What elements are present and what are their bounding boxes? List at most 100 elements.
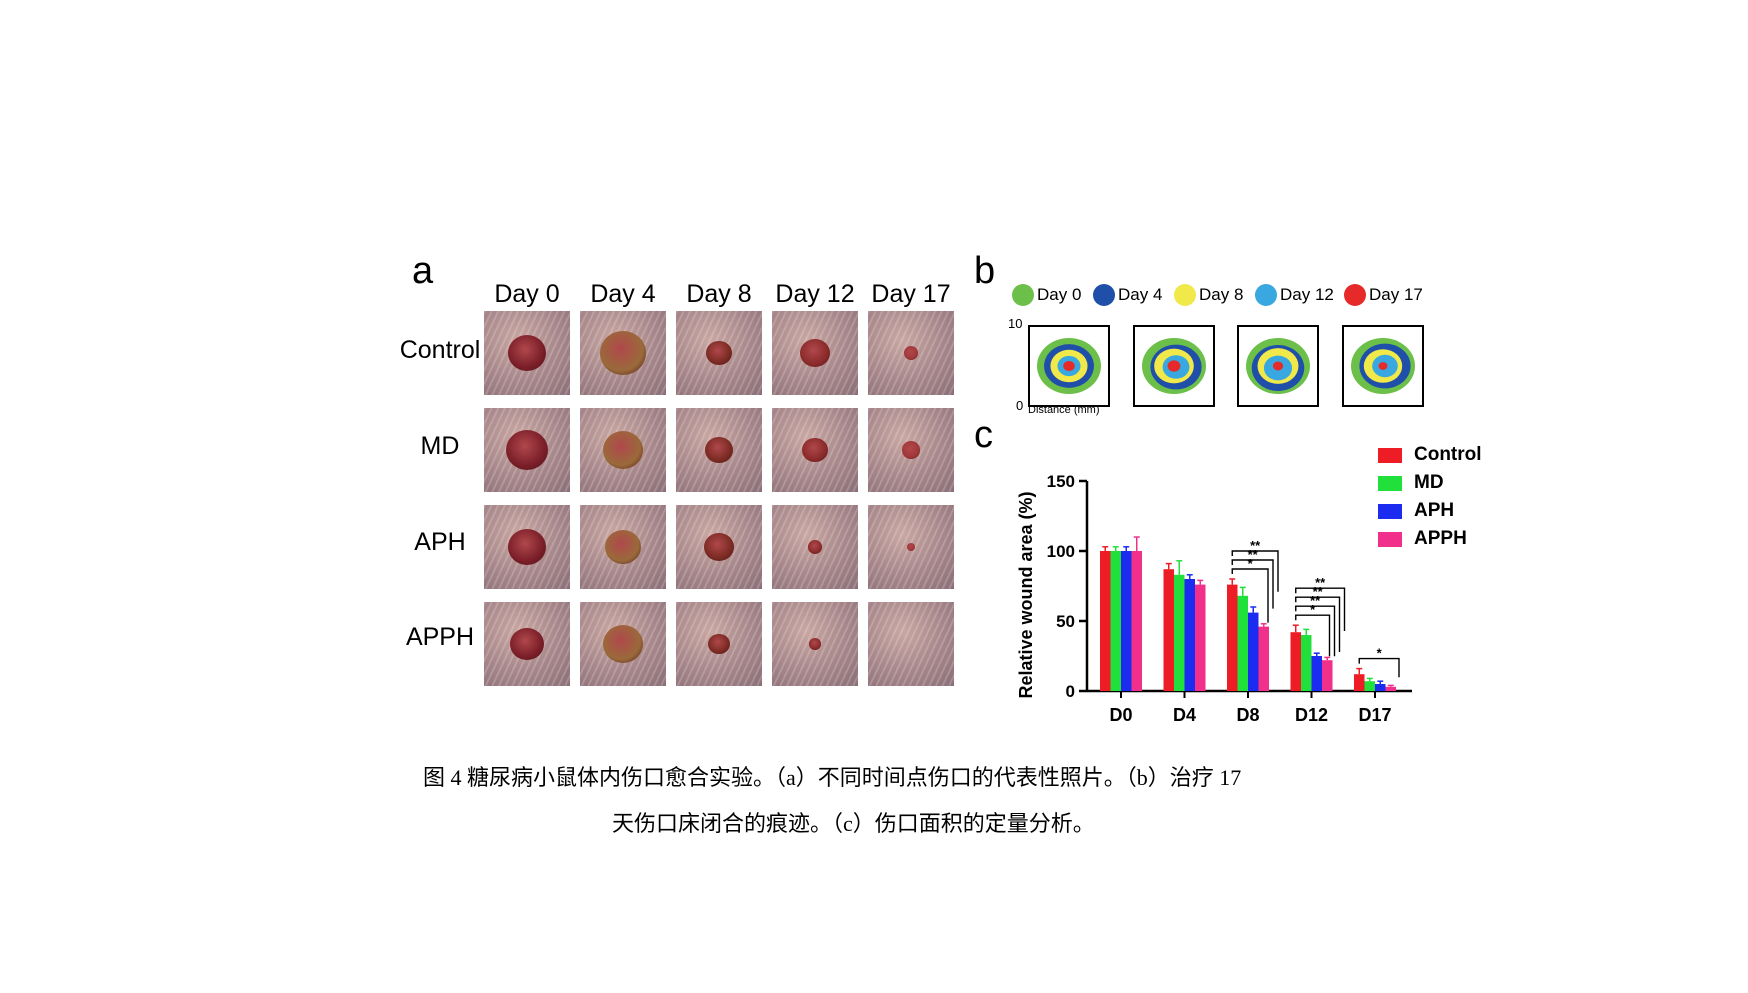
- legend-day12: Day 12: [1255, 284, 1334, 306]
- legend-label-md: MD: [1414, 472, 1444, 493]
- legend-apph: APPH: [1378, 528, 1467, 550]
- row-label-apph: APPH: [405, 623, 475, 651]
- bar-control-d17: [1354, 674, 1365, 691]
- wound-photo-aph-day0: [484, 505, 570, 589]
- wound-photo-control-day0: [484, 311, 570, 395]
- wound-photo-apph-day12: [772, 602, 858, 686]
- significance-bracket: [1231, 559, 1274, 609]
- bar-aph-d0: [1121, 551, 1132, 691]
- wound-photo-control-day8: [676, 311, 762, 395]
- wound-spot: [508, 528, 546, 566]
- legend-day8: Day 8: [1174, 284, 1243, 306]
- wound-photo-aph-day4: [580, 505, 666, 589]
- contour-day17: [1167, 360, 1181, 372]
- y-tick-label: 0: [1066, 682, 1075, 701]
- wound-photo-md-day17: [868, 408, 954, 492]
- legend-swatch-apph: [1378, 531, 1402, 547]
- legend-label-day8: Day 8: [1199, 285, 1244, 304]
- significance-mark: *: [1248, 556, 1254, 571]
- column-header-day4: Day 4: [590, 280, 656, 308]
- bar-md-d4: [1174, 574, 1185, 691]
- significance-mark: **: [1313, 584, 1324, 599]
- legend-day17: Day 17: [1344, 284, 1423, 306]
- bar-md-d17: [1364, 681, 1375, 691]
- wound-spot: [800, 338, 830, 368]
- bar-aph-d12: [1311, 656, 1322, 691]
- contour-day17: [1063, 360, 1075, 372]
- x-tick-label: D12: [1295, 705, 1328, 725]
- y-tick-label: 50: [1056, 612, 1075, 631]
- wound-spot: [508, 334, 546, 372]
- wound-photo-control-day17: [868, 311, 954, 395]
- bar-md-d12: [1301, 635, 1312, 691]
- legend-dot-day8: [1174, 284, 1196, 306]
- significance-bracket: [1358, 657, 1400, 678]
- wound-spot: [809, 638, 821, 650]
- wound-photo-aph-day12: [772, 505, 858, 589]
- wound-photo-control-day12: [772, 311, 858, 395]
- wound-photo-apph-day4: [580, 602, 666, 686]
- significance-mark: **: [1315, 575, 1326, 590]
- bar-apph-d0: [1131, 551, 1142, 691]
- y-axis-label: Relative wound area (%): [1016, 491, 1036, 698]
- wound-spot: [705, 436, 733, 464]
- legend-swatch-control: [1378, 447, 1402, 463]
- legend-aph: APH: [1378, 500, 1454, 522]
- wound-photo-md-day8: [676, 408, 762, 492]
- legend-label-day17: Day 17: [1369, 285, 1423, 304]
- bar-aph-d4: [1184, 579, 1195, 691]
- significance-bracket: [1231, 550, 1279, 592]
- legend-md: MD: [1378, 472, 1444, 494]
- significance-bracket: [1295, 587, 1346, 631]
- axis-top-label: 10: [1008, 316, 1023, 331]
- wound-photo-apph-day0: [484, 602, 570, 686]
- legend-dot-day12: [1255, 284, 1277, 306]
- wound-spot: [708, 633, 730, 655]
- x-tick-label: D4: [1173, 705, 1196, 725]
- contour-trace-3: [1237, 325, 1319, 407]
- bar-control-d12: [1290, 632, 1301, 691]
- wound-photo-md-day0: [484, 408, 570, 492]
- wound-spot: [706, 340, 732, 366]
- legend-label-apph: APPH: [1414, 528, 1467, 549]
- wound-photo-apph-day8: [676, 602, 762, 686]
- significance-mark: *: [1310, 602, 1316, 617]
- x-tick-label: D17: [1358, 705, 1391, 725]
- bar-md-d0: [1110, 551, 1121, 691]
- wound-spot: [603, 431, 643, 469]
- bar-aph-d8: [1248, 612, 1259, 691]
- legend-label-aph: APH: [1414, 500, 1455, 521]
- significance-mark: **: [1310, 593, 1321, 608]
- wound-photo-apph-day17: [868, 602, 954, 686]
- wound-spot: [902, 441, 920, 459]
- panel-a-letter: a: [412, 250, 434, 292]
- y-tick-label: 100: [1047, 542, 1075, 561]
- legend-dot-day4: [1093, 284, 1115, 306]
- bar-apph-d12: [1322, 660, 1333, 691]
- bar-control-d8: [1227, 584, 1238, 691]
- legend-label-control: Control: [1414, 444, 1482, 465]
- bar-aph-d17: [1375, 684, 1386, 691]
- column-header-day17: Day 17: [871, 280, 951, 308]
- legend-dot-day0: [1012, 284, 1034, 306]
- row-label-md: MD: [420, 432, 460, 460]
- x-tick-label: D8: [1236, 705, 1259, 725]
- x-tick-label: D0: [1109, 705, 1132, 725]
- figure-caption-line1: 图 4 糖尿病小鼠体内伤口愈合实验。（a）不同时间点伤口的代表性照片。（b）治疗…: [423, 765, 1242, 790]
- bar-md-d8: [1237, 595, 1248, 691]
- significance-bracket: [1295, 605, 1336, 657]
- wound-spot: [510, 627, 544, 661]
- wound-spot: [704, 532, 734, 562]
- legend-day4: Day 4: [1093, 284, 1162, 306]
- contour-trace-1: [1028, 325, 1110, 407]
- legend-control: Control: [1378, 444, 1482, 466]
- significance-mark: *: [1377, 646, 1383, 661]
- wound-photo-md-day12: [772, 408, 858, 492]
- column-header-day0: Day 0: [494, 280, 560, 308]
- legend-swatch-md: [1378, 475, 1402, 491]
- bar-control-d0: [1100, 551, 1111, 691]
- contour-trace-4: [1342, 325, 1424, 407]
- row-label-control: Control: [399, 336, 481, 364]
- row-label-aph: APH: [414, 528, 466, 556]
- significance-mark: **: [1250, 538, 1261, 553]
